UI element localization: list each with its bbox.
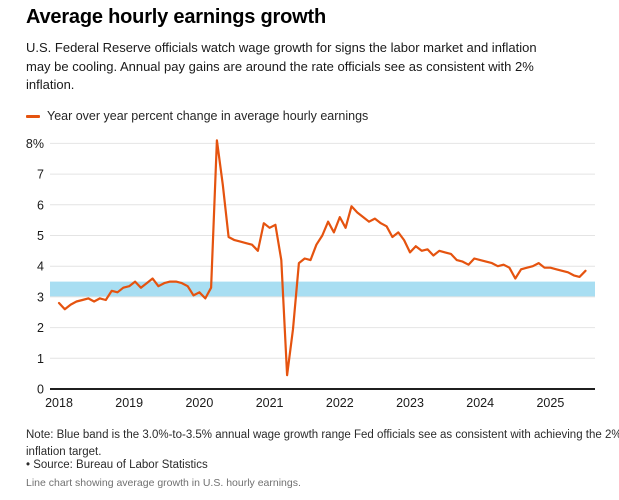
- footnote-line: inflation target.: [26, 445, 102, 458]
- legend-label: Year over year percent change in average…: [47, 109, 369, 123]
- subtitle-line: U.S. Federal Reserve officials watch wag…: [26, 40, 537, 55]
- footnote: Note: Blue band is the 3.0%-to-3.5% annu…: [26, 427, 619, 460]
- earnings-growth-line-chart: 0 1 2 3 4 5 6 7 8% 2018 2019 2020 2021 2022 2023 2024 20…: [26, 137, 595, 410]
- y-axis-tick-label: 4: [37, 260, 44, 274]
- y-axis-tick-label: 5: [37, 229, 44, 243]
- x-axis-tick-label: 2024: [466, 396, 494, 410]
- x-axis-tick-label: 2023: [396, 396, 424, 410]
- y-axis-tick-label: 1: [37, 352, 44, 366]
- y-axis-tick-label: 0: [37, 383, 44, 397]
- source-line: • Source: Bureau of Labor Statistics: [26, 459, 208, 471]
- x-axis-tick-label: 2020: [185, 396, 213, 410]
- subtitle-line: inflation.: [26, 77, 75, 92]
- chart-subtitle: U.S. Federal Reserve officials watch wag…: [26, 39, 537, 95]
- earnings-growth-line: [57, 139, 587, 377]
- subtitle-line: may be cooling. Annual pay gains are aro…: [26, 58, 534, 74]
- x-axis-tick-label: 2022: [326, 396, 354, 410]
- y-axis-tick-label: 2: [37, 321, 44, 335]
- legend: Year over year percent change in average…: [26, 109, 368, 123]
- alt-text-caption: Line chart showing average growth in U.S…: [26, 477, 301, 489]
- y-axis-tick-label: 7: [37, 168, 44, 182]
- x-axis-tick-label: 2025: [536, 396, 564, 410]
- footnote-line: Note: Blue band is the 3.0%-to-3.5% annu…: [26, 429, 619, 441]
- y-axis-tick-label: 6: [37, 198, 44, 212]
- x-axis-tick-label: 2018: [45, 396, 73, 410]
- page-title: Average hourly earnings growth: [26, 6, 326, 28]
- x-axis-tick-label: 2019: [115, 396, 143, 410]
- y-axis-tick-label: 3: [37, 290, 44, 304]
- x-axis-tick-label: 2021: [256, 396, 284, 410]
- y-axis-tick-label: 8%: [26, 137, 44, 151]
- legend-line-swatch-icon: [26, 114, 40, 118]
